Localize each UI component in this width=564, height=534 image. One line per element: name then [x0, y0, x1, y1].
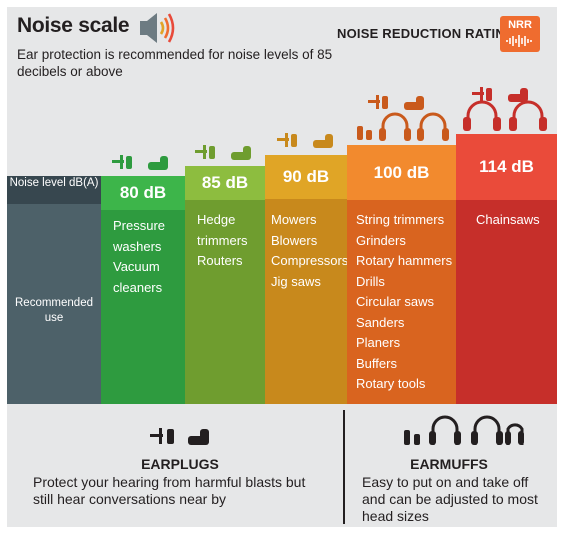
earplug-icon-group-114: [472, 87, 528, 102]
use-item: Pressure: [113, 218, 166, 233]
earplugs-description: Protect your hearing from harmful blasts…: [33, 474, 306, 507]
nrr-label: NOISE REDUCTION RATING: [337, 26, 516, 41]
use-item: Hedge: [197, 212, 236, 227]
use-item: Vacuum: [113, 259, 160, 274]
divider: [343, 410, 345, 524]
earplugs-title: EARPLUGS: [141, 456, 219, 472]
use-item: Planers: [356, 335, 401, 350]
level-column-85: 85 dB Hedge trimmers Routers: [185, 166, 265, 404]
nrr-badge: NRR: [500, 16, 540, 52]
speaker-icon: [140, 13, 175, 43]
use-item: Circular saws: [356, 294, 435, 309]
use-item: Rotary tools: [356, 376, 426, 391]
level-column-90: 90 dB Mowers Blowers Compressors Jig saw…: [265, 155, 349, 404]
level-uses: Hedge trimmers Routers: [185, 210, 265, 404]
level-header: 114 dB: [456, 134, 557, 200]
level-uses: Mowers Blowers Compressors Jig saws: [265, 210, 349, 404]
use-item: Sanders: [356, 314, 405, 330]
level-column-80: 80 dB Pressure washers Vacuum cleaners: [101, 176, 185, 404]
soundwave-icon: [506, 35, 532, 47]
row-labels: Noise level dB(A) Recommended use: [7, 176, 101, 404]
level-uses: Pressure washers Vacuum cleaners: [101, 210, 185, 404]
subtitle: Ear protection is recommended for noise …: [17, 47, 333, 79]
level-uses: Chainsaws: [456, 210, 557, 404]
level-header: 90 dB: [265, 155, 347, 199]
level-column-100: 100 dB String trimmers Grinders Rotary h…: [347, 145, 456, 404]
use-item: washers: [113, 238, 162, 254]
use-item: Jig saws: [271, 273, 321, 289]
earmuff-icon-group-100: [357, 112, 449, 141]
use-item: Chainsaws: [476, 212, 540, 227]
use-item: Rotary hammers: [356, 253, 453, 268]
earplug-icon-group-90: [277, 133, 333, 148]
recommended-use-label: Recommended use: [15, 297, 93, 324]
use-item: Grinders: [356, 232, 406, 248]
earmuff-icon: [404, 415, 524, 445]
level-column-114: 114 dB Chainsaws: [456, 134, 557, 404]
use-item: Drills: [356, 273, 385, 289]
earmuff-icon-group-114: [463, 100, 547, 131]
use-item: Mowers: [271, 212, 317, 227]
level-header: 85 dB: [185, 166, 265, 200]
use-item: cleaners: [113, 279, 163, 295]
level-uses: String trimmers Grinders Rotary hammers …: [347, 210, 456, 404]
earplug-icon: [150, 428, 209, 445]
use-item: Routers: [197, 253, 243, 268]
use-item: Compressors: [271, 253, 349, 268]
use-item: trimmers: [197, 232, 248, 248]
noise-level-label: Noise level dB(A): [7, 176, 101, 204]
earmuffs-title: EARMUFFS: [410, 456, 488, 472]
page-title: Noise scale: [17, 14, 130, 37]
earplug-icon-group-80: [112, 155, 168, 170]
use-item: Buffers: [356, 355, 397, 371]
protection-legend: [7, 404, 557, 527]
level-header: 80 dB: [101, 176, 185, 210]
earmuffs-description: Easy to put on and take off and can be a…: [362, 474, 538, 524]
nrr-badge-text: NRR: [508, 19, 532, 31]
earplug-icon-group-85: [195, 145, 251, 160]
level-header: 100 dB: [347, 145, 456, 200]
use-item: Blowers: [271, 232, 318, 248]
use-item: String trimmers: [356, 212, 445, 227]
earplug-icon-group-100: [368, 95, 424, 110]
